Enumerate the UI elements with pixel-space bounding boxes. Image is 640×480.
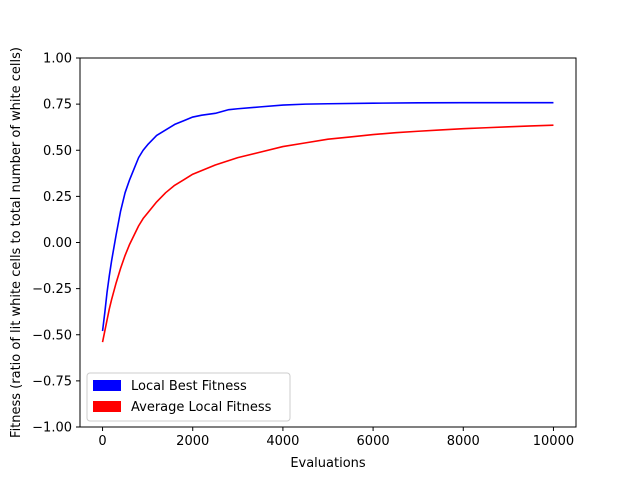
series-line-average-local-fitness [101,124,554,343]
y-tick-label: −0.50 [32,328,72,343]
x-tick-label: 10000 [533,434,574,449]
legend-swatch [93,380,121,391]
legend-box [86,372,291,422]
legend-items: Local Best Fitness Average Local Fitness [93,379,272,415]
series-line-local-best-fitness [101,101,554,332]
plot-area [79,57,577,428]
y-tick-label: 0.50 [43,144,72,159]
y-axis-ticks: −1.00 −0.75 −0.50 −0.25 0.00 0.25 0.50 0.75 1.00 [32,52,80,436]
y-tick-label: −0.25 [32,282,72,297]
plot-frame [79,57,577,428]
x-tick-label: 6000 [357,434,390,449]
legend: Local Best Fitness Average Local Fitness [86,372,291,422]
y-axis-label: Fitness (ratio of lit white cells to tot… [9,47,24,438]
x-axis-label: Evaluations [290,456,366,471]
x-tick-label: 2000 [176,434,209,449]
y-tick-label: 0.25 [43,190,72,205]
y-tick-label: 1.00 [43,52,72,67]
series-layer [101,101,554,343]
x-tick-label: 4000 [266,434,299,449]
y-tick-label: 0.75 [43,98,72,113]
x-axis-ticks: 0 2000 4000 6000 8000 10000 [98,427,574,449]
y-tick-label: −1.00 [32,421,72,436]
x-tick-label: 0 [98,434,106,449]
legend-label: Local Best Fitness [131,379,247,394]
x-tick-label: 8000 [447,434,480,449]
legend-swatch [93,401,121,412]
legend-label: Average Local Fitness [131,400,272,415]
y-tick-label: −0.75 [32,374,72,389]
y-tick-label: 0.00 [43,236,72,251]
